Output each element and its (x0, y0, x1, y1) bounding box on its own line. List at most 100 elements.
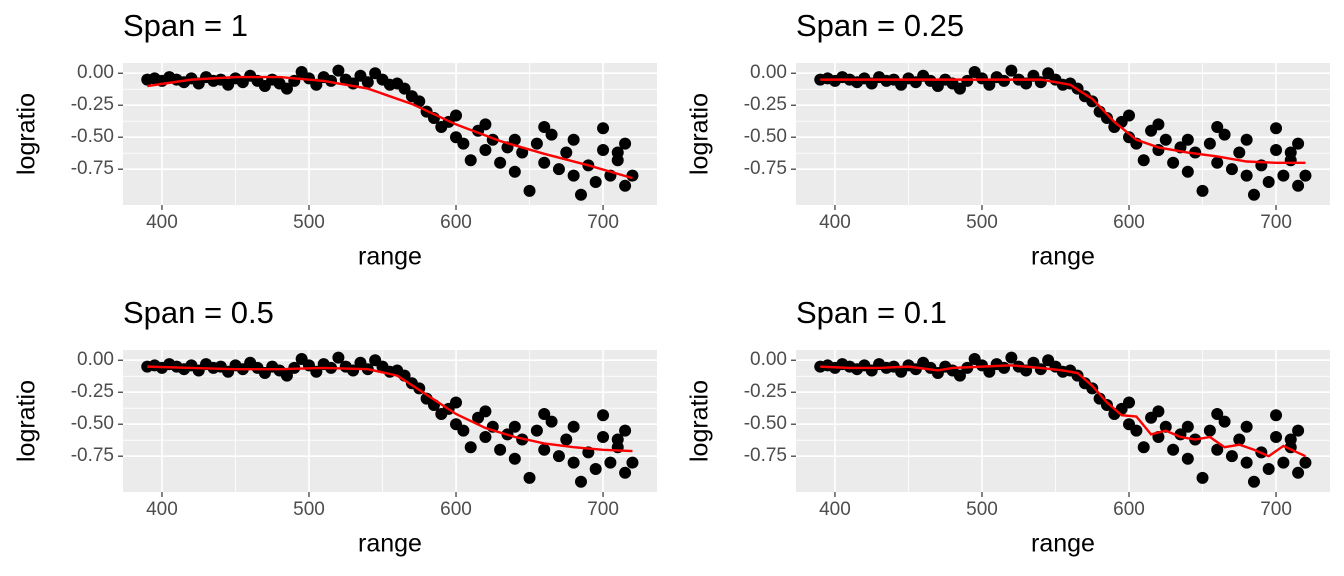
point (479, 430, 492, 443)
point (953, 369, 966, 382)
y-tick-label: -0.25 (744, 94, 787, 115)
x-tick-label: 500 (966, 212, 998, 233)
point (611, 146, 624, 159)
point (1211, 120, 1224, 133)
point (479, 143, 492, 156)
point (1292, 466, 1305, 479)
x-tick-label: 400 (819, 499, 851, 520)
point (619, 179, 632, 192)
y-axis-label: logratio (13, 93, 41, 175)
point (1123, 396, 1136, 409)
x-tick-label: 500 (966, 499, 998, 520)
point (560, 146, 573, 159)
x-tick-label: 700 (1260, 212, 1292, 233)
point (1167, 443, 1180, 456)
point (589, 175, 602, 188)
point (597, 409, 610, 422)
point (552, 450, 565, 463)
point (961, 74, 974, 87)
point (1159, 420, 1172, 433)
x-axis-label: range (1031, 530, 1095, 558)
point (574, 188, 587, 201)
point (998, 361, 1011, 374)
y-tick-label: 0.00 (750, 62, 787, 83)
y-tick-label: -0.25 (744, 381, 787, 402)
point (998, 74, 1011, 87)
point (332, 351, 345, 364)
point (1218, 415, 1231, 428)
point (1034, 363, 1047, 376)
point (1270, 143, 1283, 156)
point (1225, 450, 1238, 463)
y-tick-label: -0.50 (71, 126, 114, 147)
point (494, 156, 507, 169)
point (604, 456, 617, 469)
point (479, 405, 492, 418)
panel-title: Span = 0.1 (796, 295, 947, 330)
y-tick-label: -0.50 (71, 413, 114, 434)
point (538, 407, 551, 420)
point (1277, 169, 1290, 182)
point (1211, 443, 1224, 456)
x-tick-label: 500 (293, 212, 325, 233)
point (545, 128, 558, 141)
point (1211, 407, 1224, 420)
point (1005, 351, 1018, 364)
point (597, 122, 610, 135)
point (1152, 405, 1165, 418)
y-tick-label: -0.75 (744, 445, 787, 466)
point (567, 420, 580, 433)
point (1270, 409, 1283, 422)
x-tick-label: 400 (146, 212, 178, 233)
y-tick-label: 0.00 (77, 62, 114, 83)
point (280, 82, 293, 95)
x-tick-label: 400 (146, 499, 178, 520)
point (1137, 154, 1150, 167)
point (619, 137, 632, 150)
x-tick-label: 700 (587, 499, 619, 520)
point (508, 452, 521, 465)
point (280, 369, 293, 382)
panel: 400 500 600 700 0.00 -0.25 -0.50 -0.75 Span = 0.… (13, 295, 657, 558)
point (450, 396, 463, 409)
y-tick-label: -0.75 (71, 158, 114, 179)
point (1299, 456, 1312, 469)
x-axis-label: range (1031, 243, 1095, 271)
point (538, 156, 551, 169)
point (619, 424, 632, 437)
point (1196, 471, 1209, 484)
panel: 400 500 600 700 0.00 -0.25 -0.50 -0.75 Span = 0.… (686, 8, 1330, 271)
point (1277, 456, 1290, 469)
point (626, 169, 639, 182)
point (1218, 128, 1231, 141)
point (1299, 169, 1312, 182)
smooth-line (820, 364, 1306, 458)
x-tick-label: 600 (440, 212, 472, 233)
x-tick-label: 600 (440, 499, 472, 520)
point (626, 456, 639, 469)
point (1137, 441, 1150, 454)
x-tick-label: 500 (293, 499, 325, 520)
x-tick-label: 700 (587, 212, 619, 233)
point (567, 169, 580, 182)
point (464, 154, 477, 167)
point (1181, 165, 1194, 178)
point (589, 462, 602, 475)
point (494, 443, 507, 456)
point (1181, 133, 1194, 146)
point (1270, 430, 1283, 443)
point (479, 118, 492, 131)
x-axis-label: range (358, 243, 422, 271)
point (597, 430, 610, 443)
panel-title: Span = 0.5 (123, 295, 274, 330)
point (1233, 146, 1246, 159)
y-tick-label: -0.25 (71, 381, 114, 402)
point (450, 109, 463, 122)
point (1086, 382, 1099, 395)
y-axis-label: logratio (13, 380, 41, 462)
point (1152, 118, 1165, 131)
y-tick-label: 0.00 (750, 349, 787, 370)
point (545, 415, 558, 428)
point (1100, 112, 1113, 125)
